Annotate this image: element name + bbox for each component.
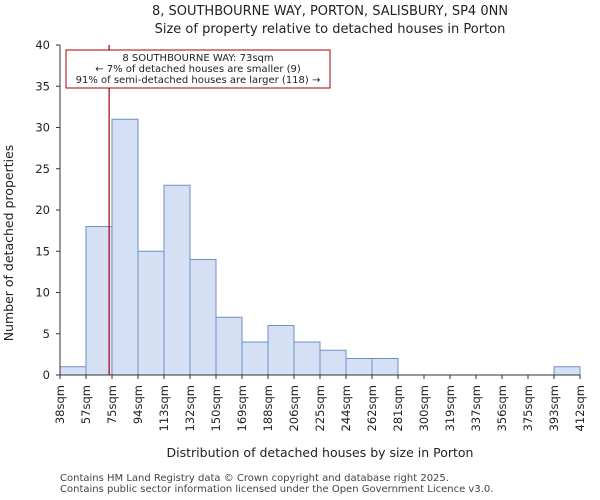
bar-57sqm — [85, 226, 113, 376]
bar-262sqm — [371, 358, 399, 376]
x-tick-label: 57sqm — [79, 385, 93, 424]
x-tick-label: 75sqm — [105, 385, 119, 424]
x-tick-label: 113sqm — [157, 385, 171, 431]
bar-94sqm — [137, 250, 165, 376]
footer-line-2: Contains public sector information licen… — [60, 484, 494, 495]
x-tick-label: 262sqm — [365, 385, 379, 431]
bar-38sqm — [59, 366, 87, 376]
x-tick-label: 375sqm — [521, 385, 535, 431]
bar-113sqm — [163, 184, 191, 376]
x-tick-label: 169sqm — [235, 385, 249, 431]
bar-225sqm — [319, 349, 347, 376]
x-tick-label: 281sqm — [391, 385, 405, 431]
y-ticks-group: 0 5 10 15 20 25 30 35 40 — [35, 38, 60, 382]
y-tick-label: 10 — [35, 286, 50, 300]
bar-150sqm — [215, 316, 243, 376]
bar-169sqm — [241, 341, 269, 376]
x-tick-label: 337sqm — [469, 385, 483, 431]
y-tick-label: 40 — [35, 38, 50, 52]
x-tick-label: 206sqm — [287, 385, 301, 431]
y-tick-label: 15 — [35, 244, 50, 258]
x-tick-label: 244sqm — [339, 385, 353, 431]
y-tick-label: 35 — [35, 79, 50, 93]
bars-group — [59, 118, 581, 376]
x-tick-label: 393sqm — [547, 385, 561, 431]
x-ticks-group: 38sqm 57sqm 75sqm 94sqm 113sqm 132sqm 150sqm 16… — [53, 375, 587, 431]
y-tick-label: 5 — [43, 327, 50, 341]
bar-75sqm — [111, 118, 139, 376]
x-tick-label: 188sqm — [261, 385, 275, 431]
annotation-line-3: 91% of semi-detached houses are larger (… — [76, 75, 321, 86]
x-tick-label: 300sqm — [417, 385, 431, 431]
y-tick-label: 20 — [35, 203, 50, 217]
x-tick-label: 132sqm — [183, 385, 197, 431]
annotation-box: 8 SOUTHBOURNE WAY: 73sqm ← 7% of detache… — [65, 49, 331, 89]
bar-206sqm — [293, 341, 321, 376]
bar-393sqm — [553, 366, 581, 376]
chart-title: 8, SOUTHBOURNE WAY, PORTON, SALISBURY, S… — [152, 4, 508, 19]
y-axis-label: Number of detached properties — [1, 145, 16, 342]
x-tick-label: 412sqm — [573, 385, 587, 431]
annotation-line-1: 8 SOUTHBOURNE WAY: 73sqm — [122, 53, 273, 64]
footer-line-1: Contains HM Land Registry data © Crown c… — [60, 473, 449, 484]
bar-132sqm — [189, 259, 217, 376]
chart-subtitle: Size of property relative to detached ho… — [155, 22, 506, 37]
histogram-chart: 8, SOUTHBOURNE WAY, PORTON, SALISBURY, S… — [1, 4, 587, 460]
x-tick-label: 94sqm — [131, 385, 145, 424]
bar-188sqm — [267, 325, 295, 376]
x-tick-label: 38sqm — [53, 385, 67, 424]
x-axis-label: Distribution of detached houses by size … — [167, 445, 474, 460]
bar-244sqm — [345, 358, 373, 376]
x-tick-label: 150sqm — [209, 385, 223, 431]
annotation-line-2: ← 7% of detached houses are smaller (9) — [95, 64, 301, 75]
x-tick-label: 319sqm — [443, 385, 457, 431]
x-tick-label: 225sqm — [313, 385, 327, 431]
x-tick-label: 356sqm — [495, 385, 509, 431]
y-tick-label: 0 — [43, 368, 50, 382]
y-tick-label: 25 — [35, 162, 50, 176]
y-tick-label: 30 — [35, 121, 50, 135]
